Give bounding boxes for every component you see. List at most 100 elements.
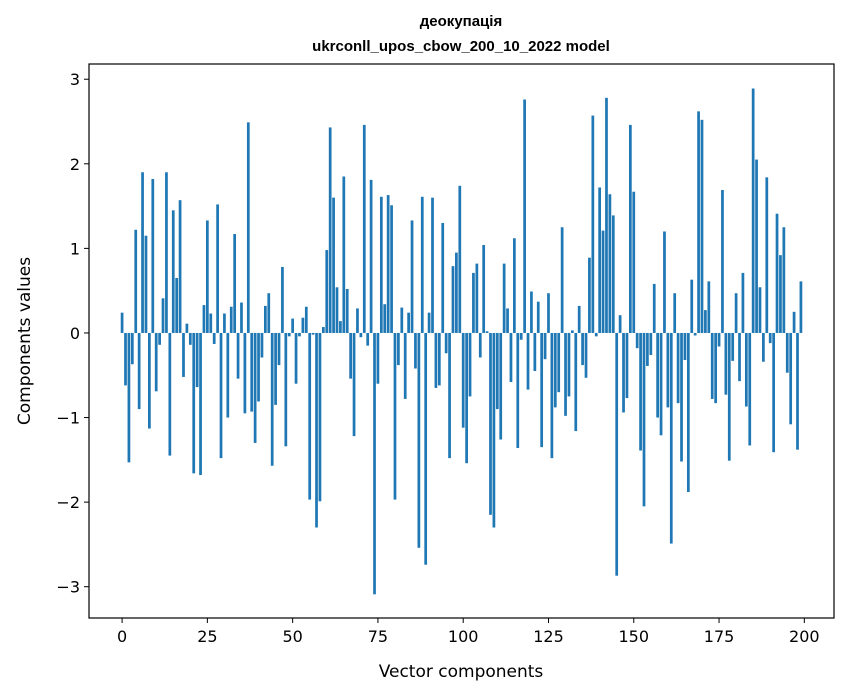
bar [216,204,219,333]
bar [345,288,349,333]
bar [260,332,264,358]
bar [161,298,165,333]
bar [158,332,161,345]
bar [557,332,561,393]
bar [243,332,247,414]
bar [308,332,312,500]
bar [410,220,414,333]
bar [652,283,656,333]
bar [502,263,506,333]
bar [676,332,680,404]
bar [253,332,257,443]
bar [257,332,260,402]
bar [731,332,735,361]
bar [785,332,789,373]
bar [721,190,724,333]
bar [591,115,595,333]
bar [506,308,509,333]
x-axis-ticks: 0 25 50 75 100 125 150 175 200 [117,618,820,646]
bar [444,332,448,354]
bar [598,187,602,333]
bar [250,332,254,412]
bar [547,293,550,333]
bar [499,332,503,440]
bar [141,172,144,333]
x-tick-label: 150 [618,627,649,646]
bars-group [120,88,803,595]
y-tick-label: 3 [70,70,80,89]
bar [298,332,301,337]
bar [744,332,748,407]
bar [577,305,581,333]
bar [571,330,574,333]
x-tick-label: 0 [117,627,127,646]
bar [468,332,472,397]
bar [229,306,233,333]
bar [130,332,134,365]
bar [680,332,683,462]
x-tick-label: 200 [789,627,820,646]
bar [373,332,376,595]
bar [605,97,608,333]
bar [632,191,636,333]
bar [611,215,615,333]
bar [700,119,704,333]
bar [195,332,199,388]
bar [768,332,772,344]
bar [134,229,138,333]
bar [519,332,523,340]
bar [666,332,670,408]
bar [369,179,373,333]
bar [431,197,434,333]
bar [185,323,189,333]
bar [202,305,206,333]
bar [516,332,520,448]
bar [683,332,687,361]
bar [622,332,625,413]
bar [171,210,175,333]
bar [393,332,397,500]
bar [710,332,714,399]
bar [796,332,799,450]
bar [226,332,230,418]
bar [144,235,148,333]
bar [779,255,782,333]
bar [335,287,339,333]
bar [472,272,475,333]
bar [424,332,428,565]
bar [615,332,619,576]
bar [274,332,277,405]
bar [478,332,482,358]
bar [311,332,315,335]
bar [513,238,516,333]
bar [281,266,284,333]
bar [124,332,127,386]
bar [588,257,591,333]
bar [182,332,185,377]
bar [294,332,298,384]
bar [482,245,486,333]
bar [168,332,172,456]
bar [489,332,492,515]
bar [321,327,325,333]
bar [799,281,803,333]
x-tick-label: 100 [448,627,479,646]
bar [304,306,308,333]
bar [192,332,196,474]
bar [301,317,305,333]
bar [434,332,438,388]
bar [727,332,731,461]
bar [451,266,455,333]
bar [594,332,598,337]
bar [704,310,707,333]
bar [175,277,179,333]
bar [765,177,769,333]
y-tick-label: −2 [56,493,80,512]
x-tick-label: 125 [533,627,564,646]
bar [530,291,533,333]
bar [509,332,513,383]
y-axis-label: Components values [15,257,35,425]
bar [233,234,237,333]
bar [772,332,775,453]
